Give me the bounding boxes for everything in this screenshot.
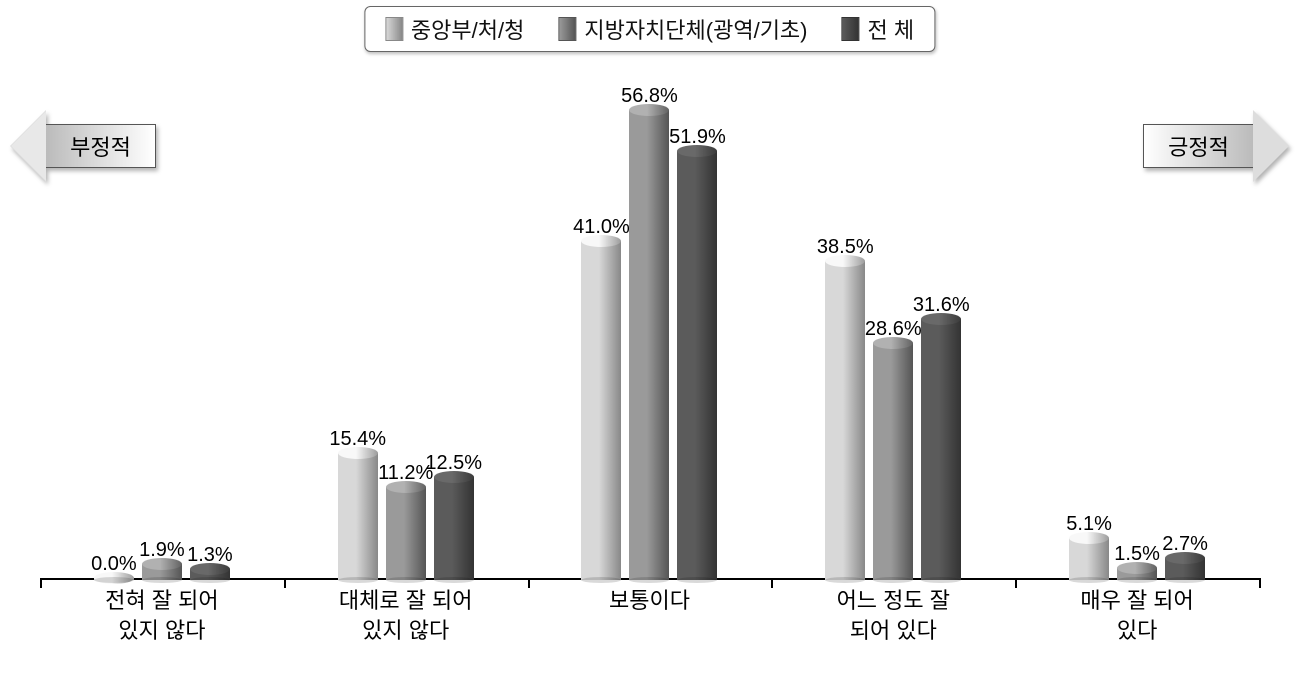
bar-wrap: 51.9% xyxy=(677,126,717,580)
legend-item-0: 중앙부/처/청 xyxy=(385,13,524,45)
bar xyxy=(190,569,230,580)
legend-item-2: 전 체 xyxy=(842,13,915,45)
bar-wrap: 31.6% xyxy=(921,294,961,580)
bar xyxy=(921,319,961,580)
group-separator xyxy=(1259,578,1261,588)
bar-wrap: 2.7% xyxy=(1165,533,1205,580)
bar xyxy=(386,487,426,580)
legend-label-2: 전 체 xyxy=(868,13,915,45)
bar-group: 15.4%11.2%12.5% xyxy=(284,428,528,580)
legend-swatch-2 xyxy=(842,17,860,41)
bar-wrap: 1.3% xyxy=(190,544,230,580)
bar xyxy=(338,453,378,580)
bar-wrap: 41.0% xyxy=(581,216,621,580)
bar xyxy=(629,110,669,580)
bar xyxy=(677,151,717,580)
category-label: 매우 잘 되어 있다 xyxy=(1015,586,1259,645)
bar xyxy=(825,261,865,580)
category-label: 전혀 잘 되어 있지 않다 xyxy=(40,586,284,645)
bar xyxy=(1165,558,1205,580)
bar xyxy=(581,241,621,580)
bar xyxy=(434,477,474,580)
legend-item-1: 지방자치단체(광역/기초) xyxy=(558,13,807,45)
bar-wrap: 38.5% xyxy=(825,236,865,580)
bar-group: 0.0% 1.9%1.3% xyxy=(40,539,284,580)
bar-group: 38.5%28.6%31.6% xyxy=(771,236,1015,580)
bar-wrap: 28.6% xyxy=(873,318,913,580)
bar xyxy=(1069,538,1109,580)
bar-wrap: 1.9% xyxy=(142,539,182,580)
legend-label-0: 중앙부/처/청 xyxy=(411,13,524,45)
bar-wrap: 56.8% xyxy=(629,85,669,580)
category-label: 대체로 잘 되어 있지 않다 xyxy=(284,586,528,645)
bar-group: 5.1%1.5%2.7% xyxy=(1015,513,1259,580)
bar xyxy=(94,578,134,580)
legend: 중앙부/처/청 지방자치단체(광역/기초) 전 체 xyxy=(364,6,935,52)
category-label: 어느 정도 잘 되어 있다 xyxy=(771,586,1015,645)
bar-wrap: 1.5% xyxy=(1117,543,1157,580)
bar-wrap: 15.4% xyxy=(338,428,378,580)
legend-swatch-0 xyxy=(385,17,403,41)
bar-wrap: 5.1% xyxy=(1069,513,1109,580)
bar xyxy=(142,564,182,580)
chart-plot: 0.0%1.9%1.3%15.4%11.2%12.5%41.0%56.8%51.… xyxy=(40,90,1259,580)
bar xyxy=(873,343,913,580)
category-label: 보통이다 xyxy=(528,586,772,616)
bar-wrap: 11.2% xyxy=(386,462,426,580)
bar xyxy=(1117,568,1157,580)
bar-group: 41.0%56.8%51.9% xyxy=(528,85,772,580)
legend-label-1: 지방자치단체(광역/기초) xyxy=(584,13,807,45)
legend-swatch-1 xyxy=(558,17,576,41)
bar-wrap: 0.0% xyxy=(94,553,134,580)
bar-wrap: 12.5% xyxy=(434,452,474,580)
